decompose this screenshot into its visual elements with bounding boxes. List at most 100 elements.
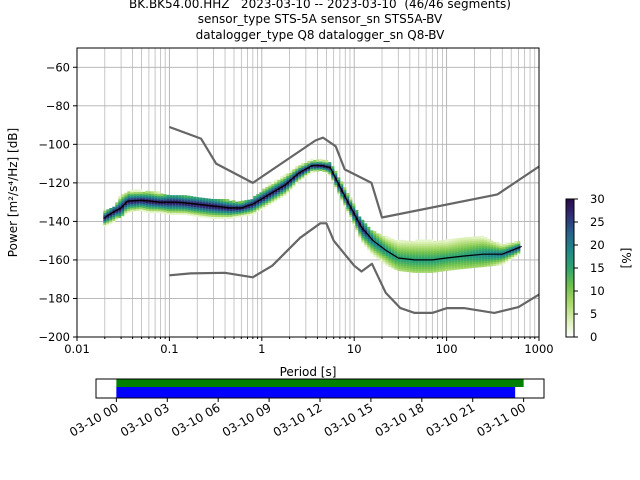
psd-cell <box>451 267 455 271</box>
psd-cell <box>244 204 248 207</box>
psd-cell <box>511 244 515 248</box>
psd-cell <box>463 243 467 246</box>
psd-cell <box>439 269 443 272</box>
psd-cell <box>454 259 458 263</box>
psd-cell <box>349 202 353 206</box>
psd-cell <box>394 240 398 243</box>
psd-cell <box>433 244 437 248</box>
psd-cell <box>373 244 377 248</box>
psd-cell <box>139 189 143 192</box>
psd-cell <box>133 197 137 200</box>
y-tick-label: −140 <box>38 214 70 228</box>
psd-cell <box>427 249 431 252</box>
psd-cell <box>184 199 188 202</box>
psd-cell <box>517 243 521 246</box>
psd-cell <box>235 209 239 212</box>
psd-cell <box>121 213 125 217</box>
psd-cell <box>454 257 458 261</box>
psd-cell <box>103 214 107 218</box>
psd-cell <box>388 264 392 268</box>
psd-cell <box>481 262 485 266</box>
psd-cell <box>403 267 407 270</box>
y-tick-label: −80 <box>46 99 70 113</box>
psd-cell <box>226 214 230 218</box>
psd-cell <box>181 199 185 202</box>
psd-cell <box>412 254 416 258</box>
psd-cell <box>490 263 494 267</box>
psd-cell <box>364 234 368 238</box>
psd-cell <box>433 241 437 244</box>
psd-cell <box>328 164 332 167</box>
psd-cell <box>223 200 227 204</box>
psd-cell <box>118 196 122 199</box>
psd-cell <box>448 252 452 256</box>
psd-cell <box>430 264 434 268</box>
psd-cell <box>499 255 503 258</box>
psd-cell <box>136 200 140 204</box>
psd-cell <box>271 200 275 204</box>
psd-cell <box>175 199 179 202</box>
psd-cell <box>367 226 371 230</box>
psd-cell <box>457 253 461 257</box>
psd-cell <box>172 202 176 206</box>
psd-cell <box>355 223 359 227</box>
psd-cell <box>148 200 152 204</box>
psd-cell <box>205 209 209 213</box>
psd-cell <box>409 242 413 246</box>
psd-cell <box>331 179 335 183</box>
psd-cell <box>151 193 155 196</box>
psd-cell <box>424 252 428 256</box>
psd-cell <box>133 206 137 210</box>
psd-cell <box>493 247 497 251</box>
psd-cell <box>172 208 176 212</box>
psd-cell <box>442 264 446 268</box>
psd-cell <box>166 196 170 200</box>
psd-cell <box>451 242 455 246</box>
psd-cell <box>343 196 347 200</box>
psd-cell <box>283 187 287 191</box>
psd-cell <box>478 260 482 264</box>
timeline-tick-label: 03-10 00 <box>67 400 121 439</box>
psd-cell <box>142 193 146 197</box>
psd-cell <box>163 205 167 209</box>
psd-cell <box>331 170 335 173</box>
psd-cell <box>124 196 128 200</box>
psd-cell <box>280 193 284 197</box>
psd-cell <box>238 208 242 212</box>
psd-cell <box>361 231 365 234</box>
psd-cell <box>181 212 185 216</box>
psd-cell <box>418 252 422 256</box>
psd-cell <box>271 192 275 196</box>
psd-cell <box>265 204 269 207</box>
psd-cell <box>496 255 500 258</box>
psd-cell <box>355 213 359 217</box>
psd-cell <box>268 200 272 204</box>
psd-cell <box>130 191 134 195</box>
psd-cell <box>379 256 383 260</box>
psd-cell <box>385 236 389 239</box>
psd-cell <box>421 249 425 252</box>
psd-cell <box>256 203 260 207</box>
psd-cell <box>469 252 473 255</box>
psd-cell <box>109 209 113 213</box>
psd-cell <box>415 264 419 268</box>
psd-cell <box>406 265 410 269</box>
psd-cell <box>370 247 374 251</box>
psd-cell <box>172 197 176 200</box>
psd-cell <box>490 254 494 257</box>
psd-cell <box>109 221 113 225</box>
psd-cell <box>472 265 476 269</box>
psd-cell <box>487 254 491 257</box>
psd-cell <box>211 210 215 214</box>
data-coverage-bar <box>116 379 524 387</box>
psd-cell <box>133 208 137 212</box>
psd-cell <box>136 195 140 198</box>
psd-cell <box>238 212 242 216</box>
psd-cell <box>508 244 512 248</box>
psd-cell <box>364 240 368 244</box>
psd-cell <box>445 245 449 248</box>
psd-cell <box>337 188 341 192</box>
psd-cell <box>421 245 425 248</box>
psd-cell <box>361 221 365 225</box>
